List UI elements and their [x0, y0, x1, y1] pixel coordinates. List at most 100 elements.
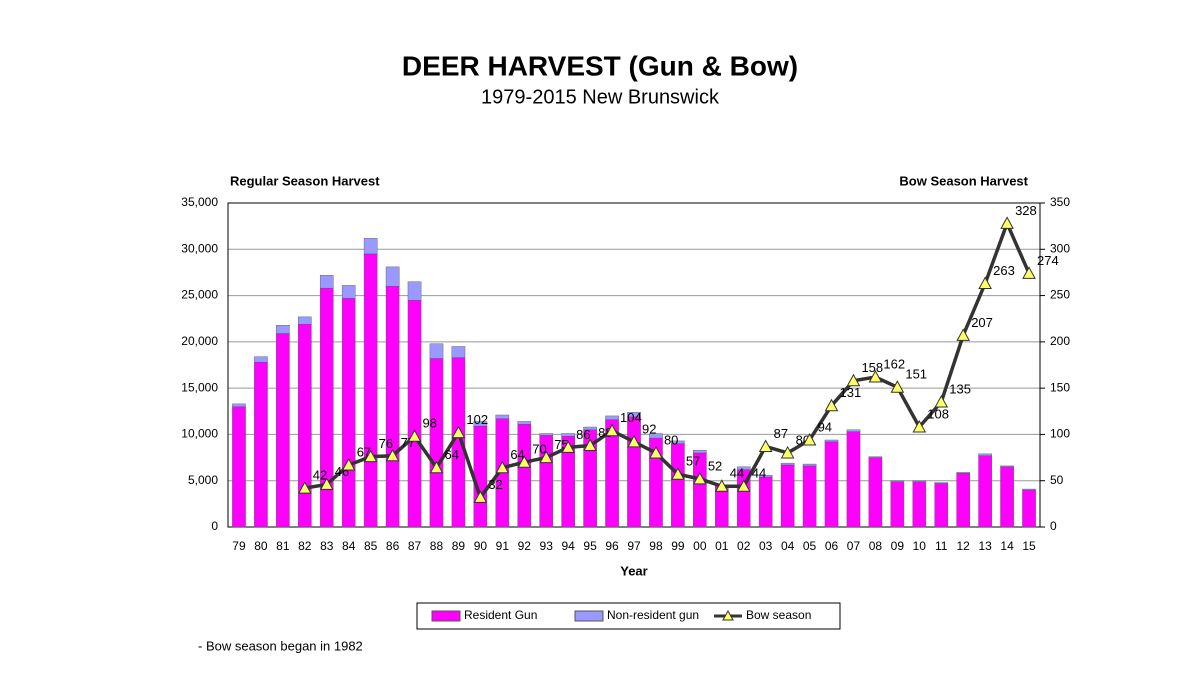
bar	[561, 433, 575, 437]
bar	[890, 480, 905, 482]
x-tick-label: 85	[364, 539, 378, 553]
chart-subtitle: 1979-2015 New Brunswick	[481, 86, 720, 108]
bar	[298, 324, 312, 528]
marker	[495, 460, 510, 474]
bar	[890, 481, 905, 528]
bar	[846, 429, 861, 432]
x-tick-label: 81	[276, 539, 290, 553]
data-label: 158	[861, 360, 883, 375]
legend-label: Non-resident gun	[607, 608, 699, 622]
data-label: 42	[313, 468, 327, 483]
bar	[1022, 489, 1036, 528]
bar	[758, 476, 773, 528]
chart-title: DEER HARVEST (Gun & Bow)	[402, 50, 798, 81]
x-tick-label: 00	[693, 539, 707, 553]
bar	[605, 415, 619, 420]
data-label: 102	[466, 412, 488, 427]
data-label: 92	[642, 421, 656, 436]
bar	[517, 424, 532, 528]
y2-tick-label: 150	[1050, 380, 1070, 394]
data-label: 44	[752, 466, 766, 481]
bar	[1022, 488, 1036, 491]
legend-box	[416, 602, 841, 630]
x-tick-label: 07	[847, 539, 861, 553]
bar	[517, 421, 532, 425]
marker	[297, 481, 312, 494]
x-tick-label: 11	[935, 539, 948, 553]
x-tick-label: 08	[869, 539, 883, 553]
bar	[407, 281, 422, 301]
y2-tick-label: 50	[1050, 473, 1064, 487]
bar	[693, 449, 707, 454]
marker	[539, 450, 554, 464]
bar	[956, 472, 970, 474]
bar	[846, 431, 861, 528]
bar	[736, 466, 751, 470]
marker	[451, 425, 466, 439]
bar	[407, 300, 422, 528]
bar	[824, 439, 839, 443]
marker	[583, 438, 597, 452]
bar	[627, 416, 641, 528]
bar	[802, 465, 817, 528]
data-label: 108	[927, 406, 949, 421]
x-tick-label: 13	[978, 539, 992, 553]
bar	[1000, 466, 1014, 528]
bar	[276, 324, 290, 334]
bar	[451, 346, 466, 358]
bar	[627, 412, 641, 418]
data-label: 64	[444, 447, 458, 462]
x-tick-label: 15	[1022, 539, 1036, 553]
data-label: 80	[664, 432, 678, 447]
data-label: 162	[883, 356, 905, 371]
bar	[429, 358, 444, 528]
x-tick-label: 99	[671, 539, 685, 553]
bar	[780, 464, 795, 528]
marker	[890, 380, 905, 393]
marker	[846, 373, 861, 387]
y2-tick-label: 300	[1050, 241, 1070, 255]
y-tick-label: 30,000	[181, 241, 218, 255]
x-tick-label: 01	[715, 539, 729, 553]
x-tick-label: 82	[298, 539, 312, 553]
bar	[978, 455, 992, 528]
bar	[385, 266, 400, 287]
x-tick-label: 87	[408, 539, 422, 553]
bar	[319, 287, 334, 528]
marker	[956, 328, 971, 341]
data-label: 263	[993, 263, 1015, 278]
data-label: 70	[532, 442, 546, 457]
x-tick-label: 93	[540, 539, 554, 553]
marker	[649, 445, 663, 459]
y2-tick-label: 0	[1050, 519, 1057, 533]
x-tick-label: 03	[759, 539, 773, 553]
marker	[934, 394, 949, 408]
marker	[692, 471, 707, 485]
marker	[429, 460, 444, 474]
x-tick-label: 02	[737, 539, 751, 553]
bar	[649, 433, 663, 439]
bar	[473, 425, 488, 528]
x-tick-label: 94	[561, 539, 575, 553]
bar	[758, 474, 773, 478]
bar	[495, 414, 510, 419]
bar	[232, 403, 246, 407]
y2-tick-label: 250	[1050, 288, 1070, 302]
marker	[341, 457, 356, 471]
bar	[912, 480, 927, 482]
bar	[276, 333, 290, 528]
marker	[912, 419, 927, 433]
y-tick-label: 20,000	[181, 334, 218, 348]
y-tick-label: 5,000	[188, 473, 218, 487]
marker	[517, 455, 532, 468]
legend-label: Bow season	[746, 608, 811, 622]
x-tick-label: 06	[825, 539, 839, 553]
marker	[824, 398, 839, 412]
marker	[780, 445, 795, 459]
x-tick-label: 09	[891, 539, 905, 553]
legend-swatch	[431, 610, 461, 622]
y2-tick-label: 350	[1050, 195, 1070, 209]
marker	[363, 449, 378, 463]
footnote: - Bow season began in 1982	[198, 638, 363, 653]
bar	[912, 481, 927, 528]
